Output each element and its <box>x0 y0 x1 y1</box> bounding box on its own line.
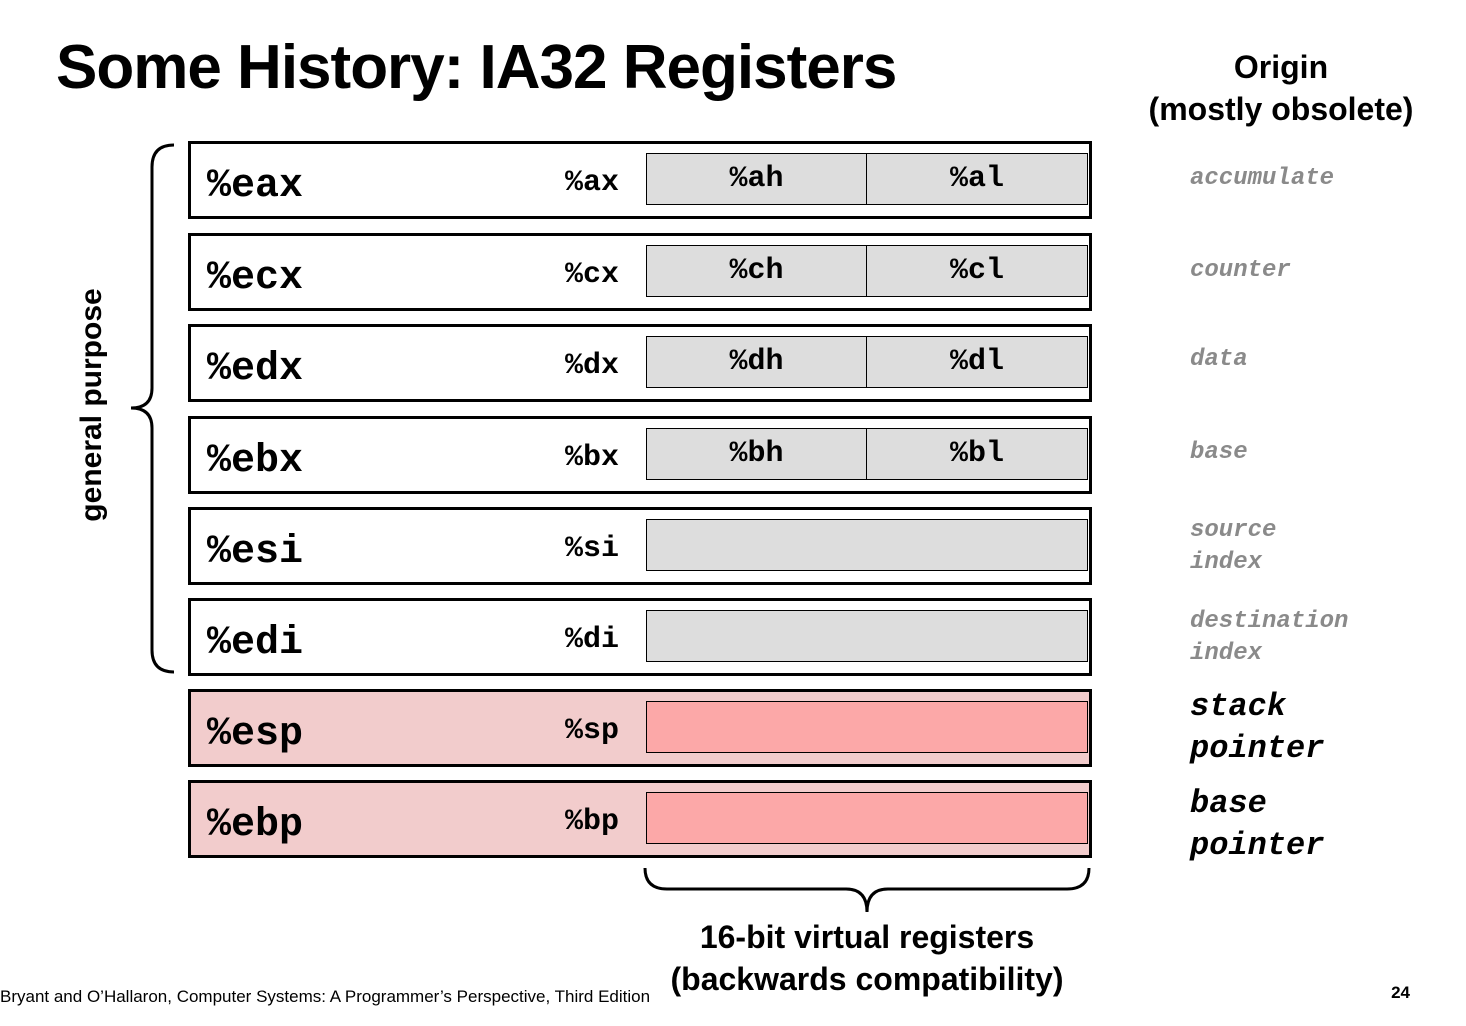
register-high-byte: %ch <box>647 246 867 296</box>
register-32-name: %esp <box>207 712 304 757</box>
register-16-box: %ch %cl <box>646 245 1088 297</box>
register-high-byte: %ah <box>647 154 867 204</box>
general-purpose-brace <box>130 143 175 674</box>
register-32-name: %eax <box>207 164 304 209</box>
origin-data: data <box>1190 346 1248 373</box>
origin-base-pointer: base pointer <box>1190 785 1325 864</box>
register-16-box <box>646 610 1088 662</box>
register-row-esi: %esi %si <box>188 507 1092 585</box>
register-16-name: %si <box>565 532 620 566</box>
origin-base: base <box>1190 439 1248 466</box>
register-low-byte: %bl <box>949 437 1004 471</box>
origin-stack-pointer: stack pointer <box>1190 688 1325 767</box>
register-16-name: %di <box>565 623 620 657</box>
register-16-name: %sp <box>565 714 620 748</box>
register-row-ebp: %ebp %bp <box>188 780 1092 858</box>
register-16-name: %ax <box>565 166 620 200</box>
virtual-registers-line1: 16-bit virtual registers <box>699 919 1035 955</box>
register-row-ecx: %ecx %cx %ch %cl <box>188 233 1092 311</box>
register-32-name: %edx <box>207 347 304 392</box>
register-16-box: %dh %dl <box>646 336 1088 388</box>
register-32-name: %edi <box>207 621 304 666</box>
register-row-ebx: %ebx %bx %bh %bl <box>188 416 1092 494</box>
register-high-byte: %dh <box>647 337 867 387</box>
register-row-eax: %eax %ax %ah %al <box>188 141 1092 219</box>
register-16-name: %cx <box>565 258 620 292</box>
register-low-byte: %al <box>949 162 1004 196</box>
register-16-box <box>646 519 1088 571</box>
register-16-box <box>646 701 1088 753</box>
register-row-edi: %edi %di <box>188 598 1092 676</box>
register-16-box <box>646 792 1088 844</box>
footer-citation: Bryant and O’Hallaron, Computer Systems:… <box>0 987 651 1006</box>
register-row-edx: %edx %dx %dh %dl <box>188 324 1092 402</box>
register-low-byte: %dl <box>949 345 1004 379</box>
register-high-byte: %bh <box>647 429 867 479</box>
origin-counter: counter <box>1190 257 1291 284</box>
virtual-registers-line2: (backwards compatibility) <box>670 961 1064 997</box>
origin-header-line2: (mostly obsolete) <box>1148 91 1414 127</box>
register-16-box: %ah %al <box>646 153 1088 205</box>
register-16-box: %bh %bl <box>646 428 1088 480</box>
register-16-name: %bx <box>565 441 620 475</box>
origin-source-index: source index <box>1190 517 1277 576</box>
register-32-name: %esi <box>207 530 304 575</box>
virtual-registers-brace <box>643 867 1091 913</box>
register-row-esp: %esp %sp <box>188 689 1092 767</box>
register-low-byte: %cl <box>949 254 1004 288</box>
register-32-name: %ebp <box>207 803 304 848</box>
register-16-name: %bp <box>565 805 620 839</box>
page-number: 24 <box>1391 983 1410 1002</box>
register-32-name: %ecx <box>207 256 304 301</box>
register-16-name: %dx <box>565 349 620 383</box>
slide-title: Some History: IA32 Registers <box>56 33 897 102</box>
register-32-name: %ebx <box>207 439 304 484</box>
general-purpose-label: general purpose <box>75 288 108 522</box>
origin-header: Origin (mostly obsolete) <box>1130 46 1432 130</box>
origin-header-line1: Origin <box>1233 49 1329 85</box>
virtual-registers-label: 16-bit virtual registers (backwards comp… <box>660 916 1074 1000</box>
origin-destination-index: destination index <box>1190 608 1349 667</box>
origin-accumulate: accumulate <box>1190 165 1335 192</box>
